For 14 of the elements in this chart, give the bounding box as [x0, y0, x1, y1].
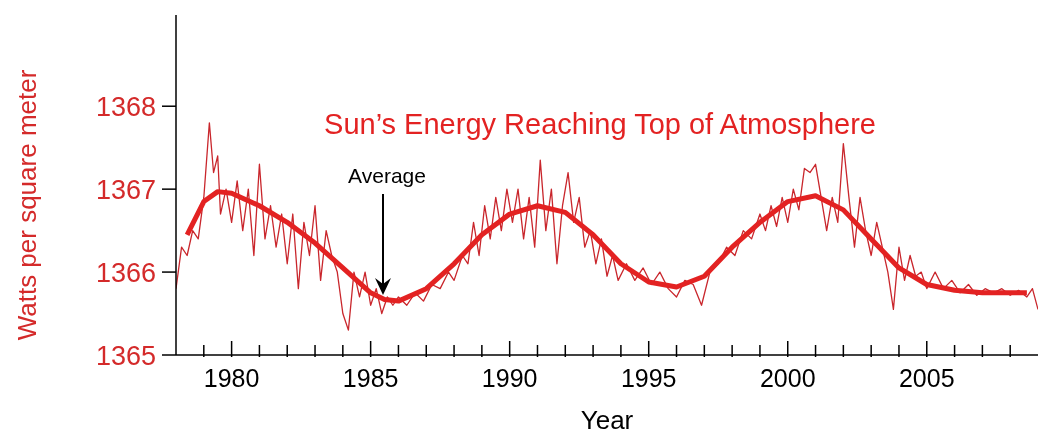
x-tick-label: 1985: [342, 364, 399, 392]
x-tick-label: 2000: [759, 364, 816, 392]
x-tick-label: 1995: [620, 364, 677, 392]
x-tick-label: 1980: [203, 364, 260, 392]
x-axis-title: Year: [580, 405, 634, 431]
y-tick-label: 1367: [95, 174, 156, 205]
x-tick-label: 2005: [898, 364, 955, 392]
x-tick-label: 1990: [481, 364, 538, 392]
y-axis-title: Watts per square meter: [12, 69, 42, 341]
y-tick-label: 1368: [95, 91, 156, 122]
annotation: Average: [348, 164, 426, 188]
annotation: Sun’s Energy Reaching Top of Atmosphere: [324, 108, 876, 141]
y-tick-label: 1366: [95, 257, 156, 288]
y-tick-label: 1365: [95, 340, 156, 371]
